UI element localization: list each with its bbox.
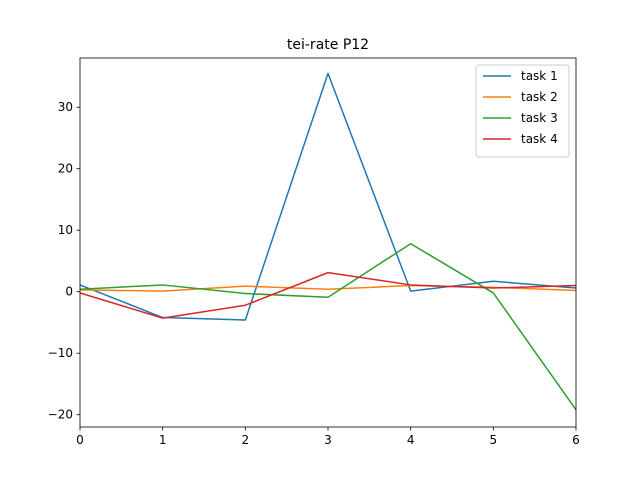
y-tick-label: 20 [58, 162, 73, 176]
series-lines [80, 72, 576, 411]
x-tick-label: 3 [324, 433, 332, 447]
y-tick-label: 30 [58, 100, 73, 114]
legend-label-3: task 3 [521, 111, 558, 125]
x-tick-label: 6 [572, 433, 580, 447]
y-tick-label: 0 [65, 285, 73, 299]
y-tick-label: −20 [48, 408, 73, 422]
y-tick-label: 10 [58, 223, 73, 237]
x-tick-label: 0 [76, 433, 84, 447]
x-tick-label: 2 [242, 433, 250, 447]
legend-label-1: task 1 [521, 69, 558, 83]
axes: 0 1 2 3 4 5 6 −20 −10 0 10 20 30 [48, 57, 580, 447]
x-tick-label: 5 [490, 433, 498, 447]
series-line-3 [80, 242, 576, 411]
legend: task 1 task 2 task 3 task 4 [475, 64, 570, 158]
legend-frame [475, 64, 570, 158]
legend-label-4: task 4 [521, 132, 558, 146]
x-tick-label: 1 [159, 433, 167, 447]
series-line-4 [80, 271, 576, 319]
legend-label-2: task 2 [521, 90, 558, 104]
plot-area [80, 72, 576, 411]
chart-title: tei-rate P12 [287, 37, 369, 53]
x-tick-label: 4 [407, 433, 415, 447]
y-tick-label: −10 [48, 346, 73, 360]
